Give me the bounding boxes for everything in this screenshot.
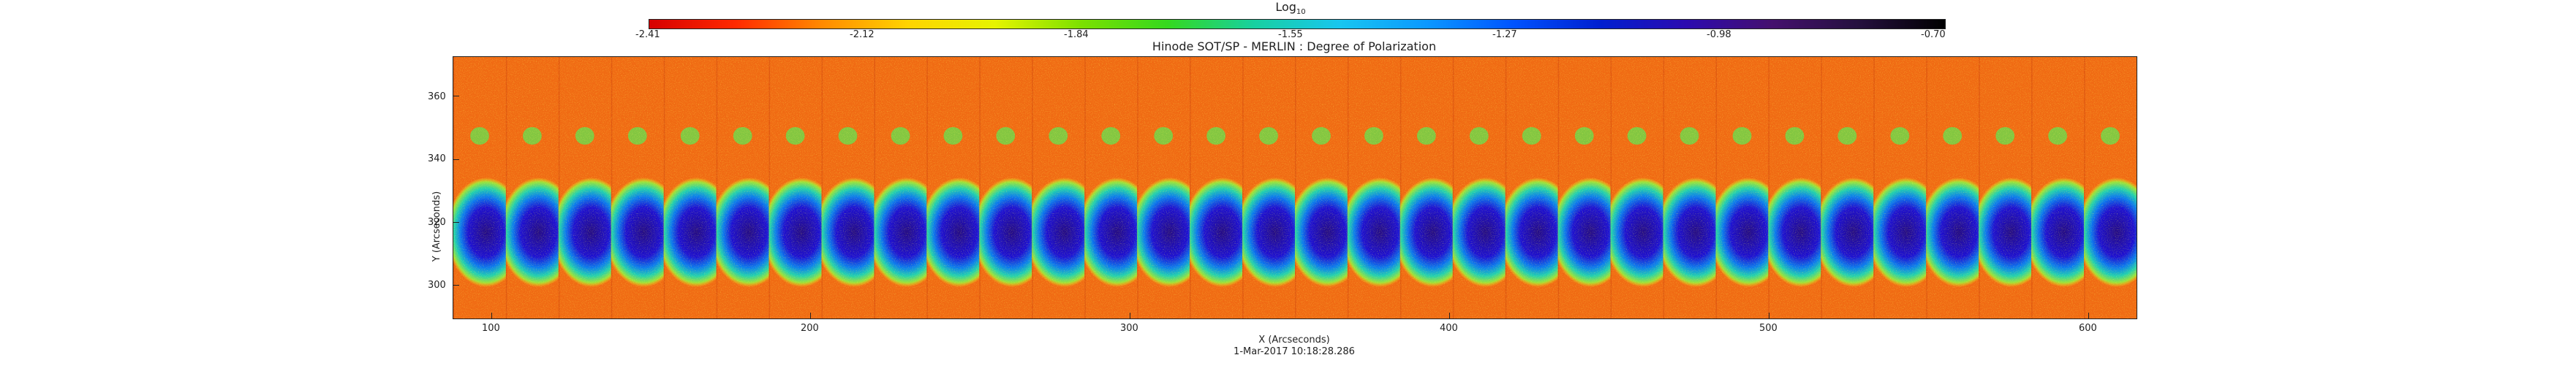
colorbar-tick: -0.70 xyxy=(1921,29,1946,40)
y-tick xyxy=(453,159,459,160)
colorbar xyxy=(649,19,1946,29)
colorbar-tick: -2.12 xyxy=(850,29,875,40)
x-tick-label: 400 xyxy=(1440,323,1458,334)
colorbar-tick-labels: -2.41 -2.12 -1.84 -1.55 -1.27 -0.98 -0.7… xyxy=(635,29,1946,44)
colorbar-title: Log10 xyxy=(1275,0,1306,17)
x-tick-label: 100 xyxy=(482,323,500,334)
y-tick-label: 360 xyxy=(428,91,446,102)
timestamp: 1-Mar-2017 10:18:28.286 xyxy=(1234,346,1355,357)
colorbar-tick: -1.84 xyxy=(1064,29,1089,40)
y-tick-label: 320 xyxy=(428,217,446,228)
colorbar-tick: -1.27 xyxy=(1492,29,1517,40)
polarization-image xyxy=(453,56,2137,319)
x-tick-label: 200 xyxy=(801,323,819,334)
y-tick-label: 340 xyxy=(428,153,446,164)
x-tick-label: 500 xyxy=(1759,323,1778,334)
y-tick-label: 300 xyxy=(428,280,446,291)
x-tick xyxy=(491,313,492,318)
x-tick xyxy=(810,313,811,318)
colorbar-tick: -0.98 xyxy=(1707,29,1731,40)
y-tick xyxy=(453,285,459,286)
plot-title: Hinode SOT/SP - MERLIN : Degree of Polar… xyxy=(1152,39,1437,53)
x-tick xyxy=(1449,313,1450,318)
image-texture xyxy=(453,57,2137,318)
x-tick-label: 300 xyxy=(1120,323,1138,334)
polarization-map xyxy=(453,57,2137,318)
y-tick xyxy=(453,222,459,223)
colorbar-tick: -2.41 xyxy=(635,29,660,40)
colorbar-tick: -1.55 xyxy=(1278,29,1303,40)
x-tick xyxy=(2088,313,2089,318)
x-axis-label: X (Arcseconds) xyxy=(1258,335,1330,346)
x-tick-label: 600 xyxy=(2079,323,2097,334)
